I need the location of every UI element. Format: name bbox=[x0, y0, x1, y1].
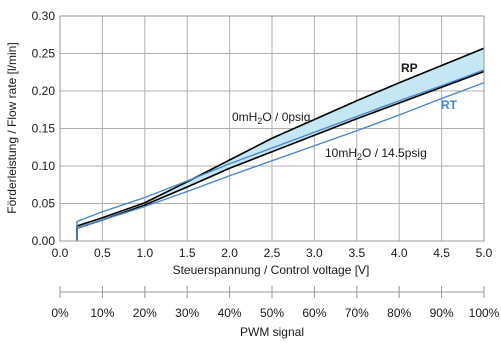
x-tick-label: 3.0 bbox=[306, 246, 323, 260]
y-axis-title: Förderleistung / Flow rate [l/min] bbox=[5, 42, 19, 213]
series-line-rp-0 bbox=[76, 47, 485, 241]
y-tick-label: 0.30 bbox=[32, 9, 56, 23]
pwm-axis-title: PWM signal bbox=[240, 325, 304, 339]
pwm-tick-label: 40% bbox=[218, 306, 242, 320]
x-tick-label: 1.0 bbox=[136, 246, 153, 260]
pwm-ticks: 0% 10% 20% 30% 40% 50% 60% 70% 80% 90% 100% bbox=[51, 286, 500, 320]
x-tick-label: 5.0 bbox=[476, 246, 493, 260]
x-tick-labels: 0.0 0.5 1.0 1.5 2.0 2.5 3.0 3.5 4.0 4.5 5.0 bbox=[52, 246, 493, 260]
y-tick-label: 0.00 bbox=[32, 234, 56, 248]
rp-label: RP bbox=[401, 61, 418, 75]
y-tick-label: 0.20 bbox=[32, 84, 56, 98]
x-tick-label: 2.5 bbox=[264, 246, 281, 260]
y-tick-label: 0.05 bbox=[32, 197, 56, 211]
pwm-tick-label: 50% bbox=[260, 306, 284, 320]
pwm-tick-label: 70% bbox=[345, 306, 369, 320]
series-line-rt-2 bbox=[76, 69, 485, 241]
pwm-tick-label: 0% bbox=[51, 306, 69, 320]
x-tick-label: 0.0 bbox=[52, 246, 69, 260]
pwm-tick-label: 100% bbox=[469, 306, 500, 320]
x-axis-title: Steuerspannung / Control voltage [V] bbox=[173, 263, 370, 277]
pwm-tick-label: 20% bbox=[133, 306, 157, 320]
plot-frame bbox=[59, 15, 485, 242]
pwm-tick-label: 10% bbox=[90, 306, 114, 320]
series-line-rt-3 bbox=[76, 82, 485, 241]
pwm-tick-label: 80% bbox=[387, 306, 411, 320]
pwm-tick-label: 30% bbox=[175, 306, 199, 320]
pressure-band bbox=[76, 48, 485, 229]
pressure-low-label: 0mH2O / 0psig bbox=[232, 110, 310, 126]
y-tick-label: 0.10 bbox=[32, 159, 56, 173]
pressure-high-label: 10mH2O / 14.5psig bbox=[325, 146, 427, 162]
x-tick-label: 0.5 bbox=[94, 246, 111, 260]
y-tick-labels: 0.00 0.05 0.10 0.15 0.20 0.25 0.30 bbox=[32, 9, 56, 248]
grid-lines bbox=[59, 15, 485, 242]
y-tick-label: 0.25 bbox=[32, 47, 56, 61]
x-tick-label: 1.5 bbox=[179, 246, 196, 260]
y-tick-label: 0.15 bbox=[32, 122, 56, 136]
x-tick-label: 3.5 bbox=[348, 246, 365, 260]
series-lines bbox=[76, 47, 485, 241]
pwm-tick-label: 60% bbox=[302, 306, 326, 320]
rt-label: RT bbox=[441, 98, 458, 112]
x-tick-label: 4.0 bbox=[391, 246, 408, 260]
x-tick-label: 2.0 bbox=[221, 246, 238, 260]
x-tick-label: 4.5 bbox=[433, 246, 450, 260]
pwm-tick-label: 90% bbox=[430, 306, 454, 320]
